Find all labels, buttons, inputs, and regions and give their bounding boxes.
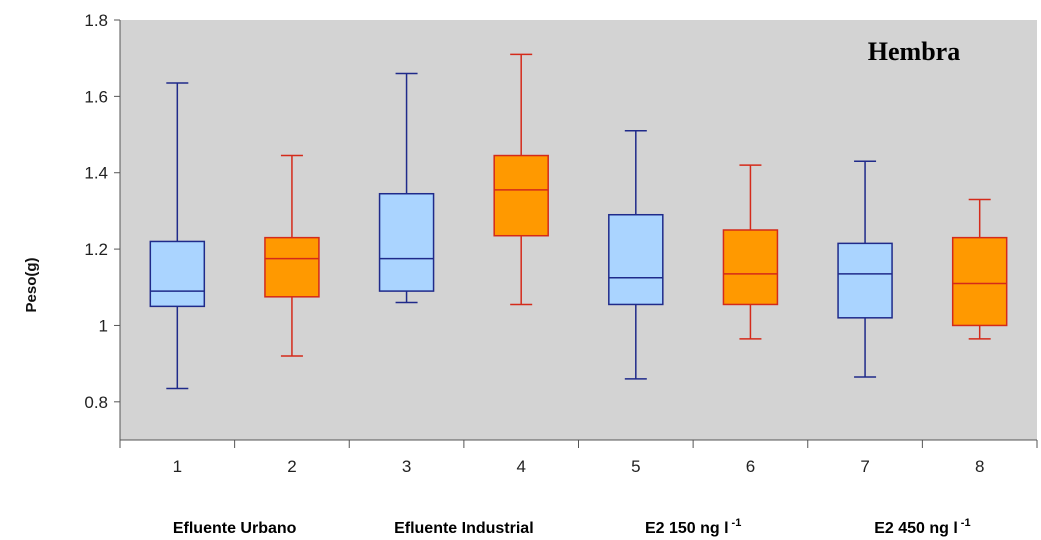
x-axis: 1 2 3 4 5 6 7 8 bbox=[119, 439, 1038, 476]
box-1 bbox=[149, 82, 206, 390]
iqr-box bbox=[264, 236, 320, 298]
x-tick-label: 2 bbox=[287, 457, 296, 476]
box-2 bbox=[264, 154, 320, 357]
x-tick-label: 8 bbox=[975, 457, 984, 476]
iqr-box bbox=[149, 240, 206, 308]
group-label: Efluente Urbano bbox=[173, 520, 297, 537]
box-8 bbox=[951, 198, 1008, 340]
y-tick-label: 1.6 bbox=[84, 87, 108, 106]
y-axis: 0.8 1 1.2 1.4 1.6 1.8 bbox=[84, 11, 121, 440]
x-tick-label: 7 bbox=[860, 457, 869, 476]
iqr-box bbox=[951, 236, 1008, 327]
iqr-box bbox=[493, 154, 549, 237]
box-4 bbox=[493, 53, 549, 306]
plot-area bbox=[120, 20, 1037, 440]
y-tick-label: 1.4 bbox=[84, 164, 108, 183]
x-tick-label: 3 bbox=[402, 457, 411, 476]
x-tick-label: 4 bbox=[516, 457, 525, 476]
y-axis-label: Peso(g) bbox=[23, 257, 40, 312]
iqr-box bbox=[837, 242, 893, 319]
x-tick-label: 6 bbox=[746, 457, 755, 476]
box-7 bbox=[837, 160, 893, 378]
x-tick-label: 1 bbox=[173, 457, 182, 476]
x-tick-label: 5 bbox=[631, 457, 640, 476]
panel-annotation: Hembra bbox=[868, 37, 960, 66]
group-label: E2 450 ng l -1 bbox=[874, 517, 970, 537]
y-tick-label: 1.8 bbox=[84, 11, 108, 30]
boxes-layer bbox=[149, 53, 1008, 390]
box-5 bbox=[608, 129, 664, 380]
group-label: Efluente Industrial bbox=[394, 520, 534, 537]
y-tick-label: 0.8 bbox=[84, 393, 108, 412]
iqr-box bbox=[608, 213, 664, 306]
y-tick-label: 1 bbox=[99, 316, 108, 335]
box-3 bbox=[378, 72, 435, 304]
iqr-box bbox=[722, 229, 779, 306]
group-label: E2 150 ng l -1 bbox=[645, 517, 741, 537]
box-6 bbox=[722, 164, 779, 340]
group-labels: Efluente Urbano Efluente Industrial E2 150… bbox=[173, 517, 971, 537]
iqr-box bbox=[378, 192, 435, 292]
y-tick-label: 1.2 bbox=[84, 240, 108, 259]
